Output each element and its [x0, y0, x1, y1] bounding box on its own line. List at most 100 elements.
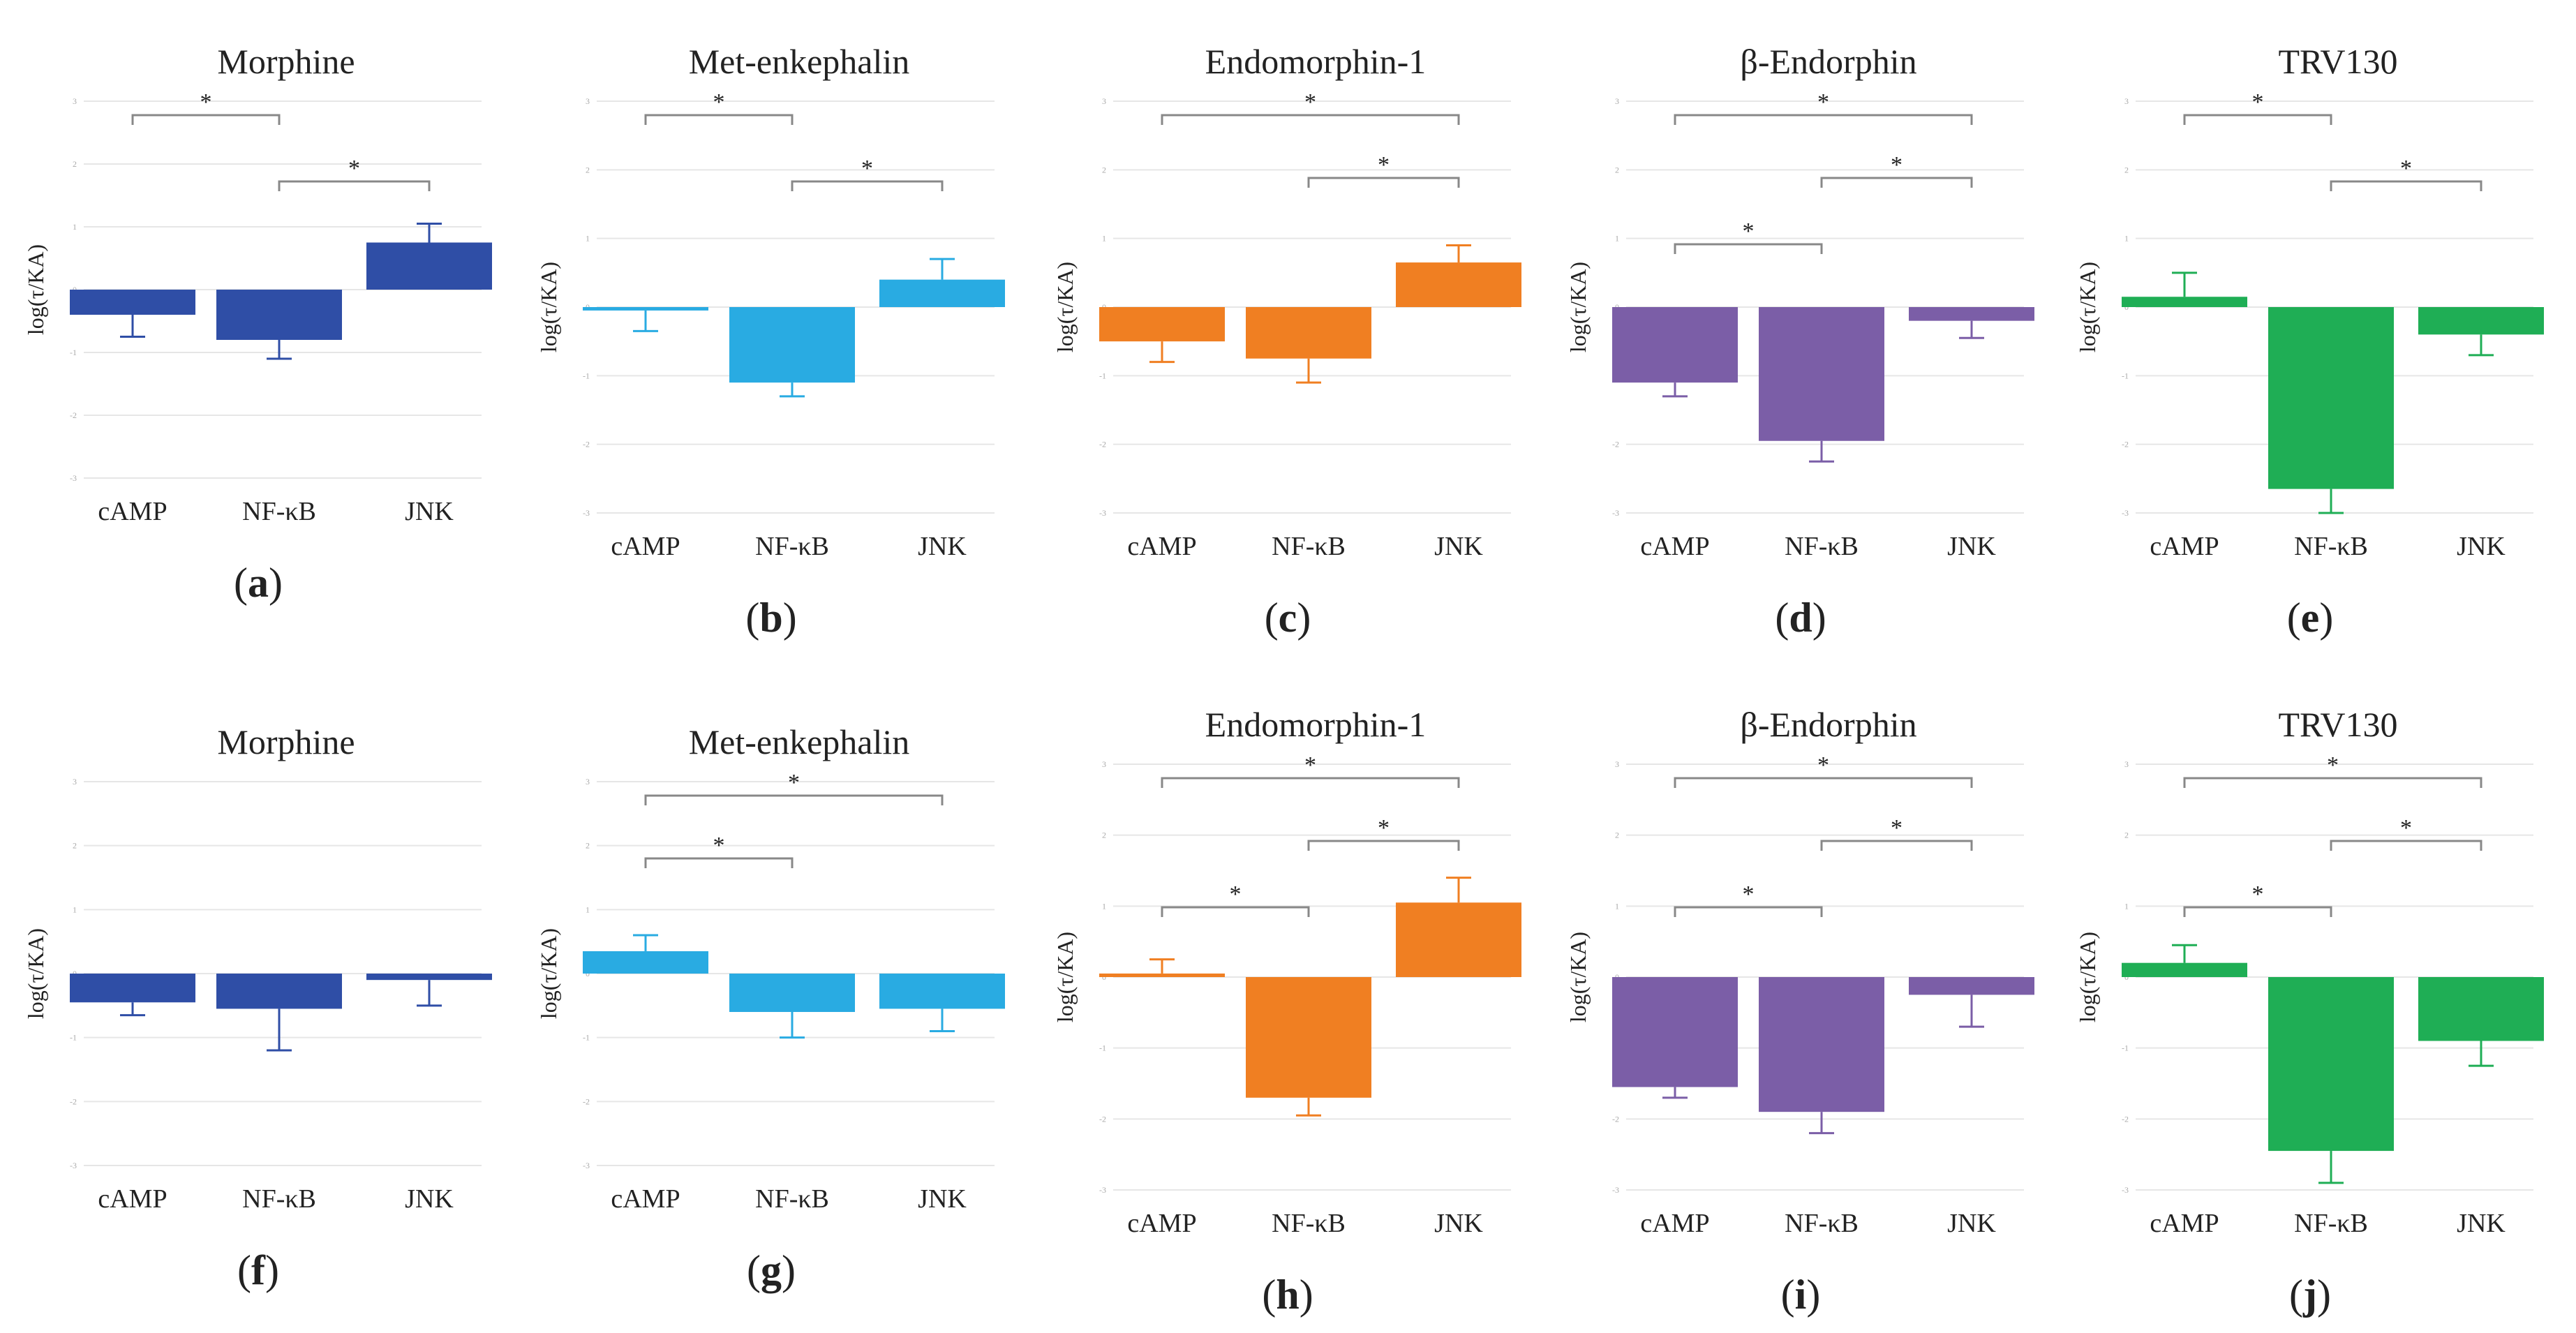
x-tick-label: cAMP: [611, 1184, 680, 1214]
chart-panel-h: Endomorphin-1log(τ/KA)3210-1-2-3cAMPNF-κ…: [1052, 705, 1521, 1318]
y-tick-label: 1: [586, 234, 590, 244]
bracket-line: [644, 857, 794, 868]
y-tick-label: 1: [2124, 234, 2129, 244]
significance-star: *: [2327, 752, 2339, 778]
bar-jnk: [1396, 262, 1521, 307]
x-tick-label: JNK: [405, 497, 454, 526]
y-tick-label: 2: [73, 159, 77, 169]
bar-jnk: [2418, 307, 2544, 335]
panel-label: (b): [745, 595, 796, 641]
y-axis-label: log(τ/KA): [23, 928, 48, 1019]
significance-star: *: [2400, 156, 2412, 181]
x-tick-label: JNK: [918, 1184, 967, 1214]
y-tick-label: -2: [70, 410, 77, 420]
y-tick-label: -3: [2122, 508, 2129, 518]
x-tick-label: cAMP: [1640, 1209, 1709, 1238]
y-tick-label: 2: [1102, 165, 1106, 174]
chart-title: Endomorphin-1: [1205, 705, 1427, 744]
significance-bracket: *: [2183, 881, 2332, 917]
significance-star: *: [1304, 752, 1316, 778]
chart-panel-d: β-Endorphinlog(τ/KA)3210-1-2-3cAMPNF-κBJ…: [1565, 42, 2034, 641]
chart-title: TRV130: [2279, 42, 2398, 81]
x-tick-label: NF-κB: [2294, 1209, 2368, 1238]
y-tick-label: 3: [1102, 759, 1106, 769]
y-axis-label: log(τ/KA): [1052, 932, 1078, 1022]
significance-bracket: *: [644, 833, 794, 868]
y-tick-label: 1: [73, 904, 77, 914]
bar-nfb: [1246, 977, 1371, 1098]
x-tick-label: NF-κB: [1272, 1209, 1346, 1238]
bracket-line: [1674, 777, 1973, 788]
x-tick-label: JNK: [405, 1184, 454, 1214]
y-tick-label: 3: [2124, 759, 2129, 769]
y-tick-label: 2: [586, 841, 590, 851]
significance-bracket: *: [1161, 89, 1460, 125]
panel-label: (g): [747, 1247, 796, 1293]
bar-camp: [70, 290, 195, 315]
x-tick-label: cAMP: [1127, 532, 1196, 561]
y-axis-label: log(τ/KA): [2075, 932, 2100, 1022]
bracket-line: [2330, 180, 2482, 191]
bar-nfb: [1759, 307, 1884, 441]
panel-label: (h): [1262, 1272, 1313, 1318]
chart-panel-f: Morphinelog(τ/KA)3210-1-2-3cAMPNF-κBJNK(…: [23, 722, 492, 1293]
bracket-line: [2183, 906, 2332, 917]
bar-camp: [1099, 973, 1225, 977]
significance-bracket: *: [1674, 881, 1823, 917]
y-tick-label: 1: [1102, 234, 1106, 244]
panel-label: (i): [1781, 1272, 1821, 1318]
significance-star: *: [1378, 152, 1390, 178]
significance-bracket: *: [2183, 89, 2332, 125]
significance-bracket: *: [1161, 881, 1310, 917]
significance-star: *: [713, 833, 725, 858]
x-tick-label: JNK: [1947, 532, 1996, 561]
y-tick-label: 1: [2124, 901, 2129, 911]
bracket-line: [1674, 906, 1823, 917]
y-tick-label: -3: [70, 473, 77, 483]
bracket-line: [644, 114, 794, 125]
bar-jnk: [879, 974, 1005, 1009]
x-tick-label: NF-κB: [1785, 1209, 1859, 1238]
bar-nfb: [2268, 977, 2394, 1152]
significance-star: *: [1817, 752, 1829, 778]
chart-title: β-Endorphin: [1740, 42, 1916, 81]
y-tick-label: 2: [2124, 165, 2129, 174]
y-axis-label: log(τ/KA): [536, 928, 561, 1019]
significance-bracket: *: [1820, 815, 1973, 851]
y-tick-label: 3: [586, 777, 590, 787]
y-tick-label: -1: [2122, 371, 2129, 380]
bar-nfb: [1759, 977, 1884, 1112]
significance-bracket: *: [1674, 752, 1973, 788]
bracket-line: [1674, 114, 1973, 125]
x-tick-label: NF-κB: [1785, 532, 1859, 561]
chart-panel-e: TRV130log(τ/KA)3210-1-2-3cAMPNF-κBJNK**(…: [2075, 42, 2544, 641]
bar-jnk: [1396, 902, 1521, 977]
significance-bracket: *: [278, 156, 431, 191]
chart-title: Morphine: [217, 722, 355, 761]
y-tick-label: -3: [1099, 508, 1106, 518]
y-tick-label: 3: [586, 96, 590, 106]
y-tick-label: 3: [2124, 96, 2129, 106]
chart-title: Morphine: [217, 42, 355, 81]
chart-title: Met-enkephalin: [689, 42, 910, 81]
x-tick-label: JNK: [918, 532, 967, 561]
chart-panel-j: TRV130log(τ/KA)3210-1-2-3cAMPNF-κBJNK***…: [2075, 705, 2544, 1318]
panel-label: (a): [234, 560, 283, 606]
x-tick-label: JNK: [1434, 532, 1483, 561]
y-tick-label: -2: [583, 1096, 590, 1106]
bracket-line: [2183, 777, 2482, 788]
y-tick-label: -1: [1099, 371, 1106, 380]
chart-title: TRV130: [2279, 705, 2398, 744]
significance-bracket: *: [1820, 152, 1973, 188]
y-tick-label: -2: [2122, 440, 2129, 449]
bracket-line: [2330, 840, 2482, 851]
y-tick-label: -1: [583, 1033, 590, 1043]
x-tick-label: NF-κB: [2294, 532, 2368, 561]
y-tick-label: -2: [583, 440, 590, 449]
bracket-line: [278, 180, 431, 191]
x-tick-label: cAMP: [2150, 532, 2219, 561]
bar-nfb: [2268, 307, 2394, 489]
y-tick-label: 2: [586, 165, 590, 174]
y-tick-label: -3: [2122, 1185, 2129, 1195]
panel-label: (j): [2289, 1272, 2331, 1318]
